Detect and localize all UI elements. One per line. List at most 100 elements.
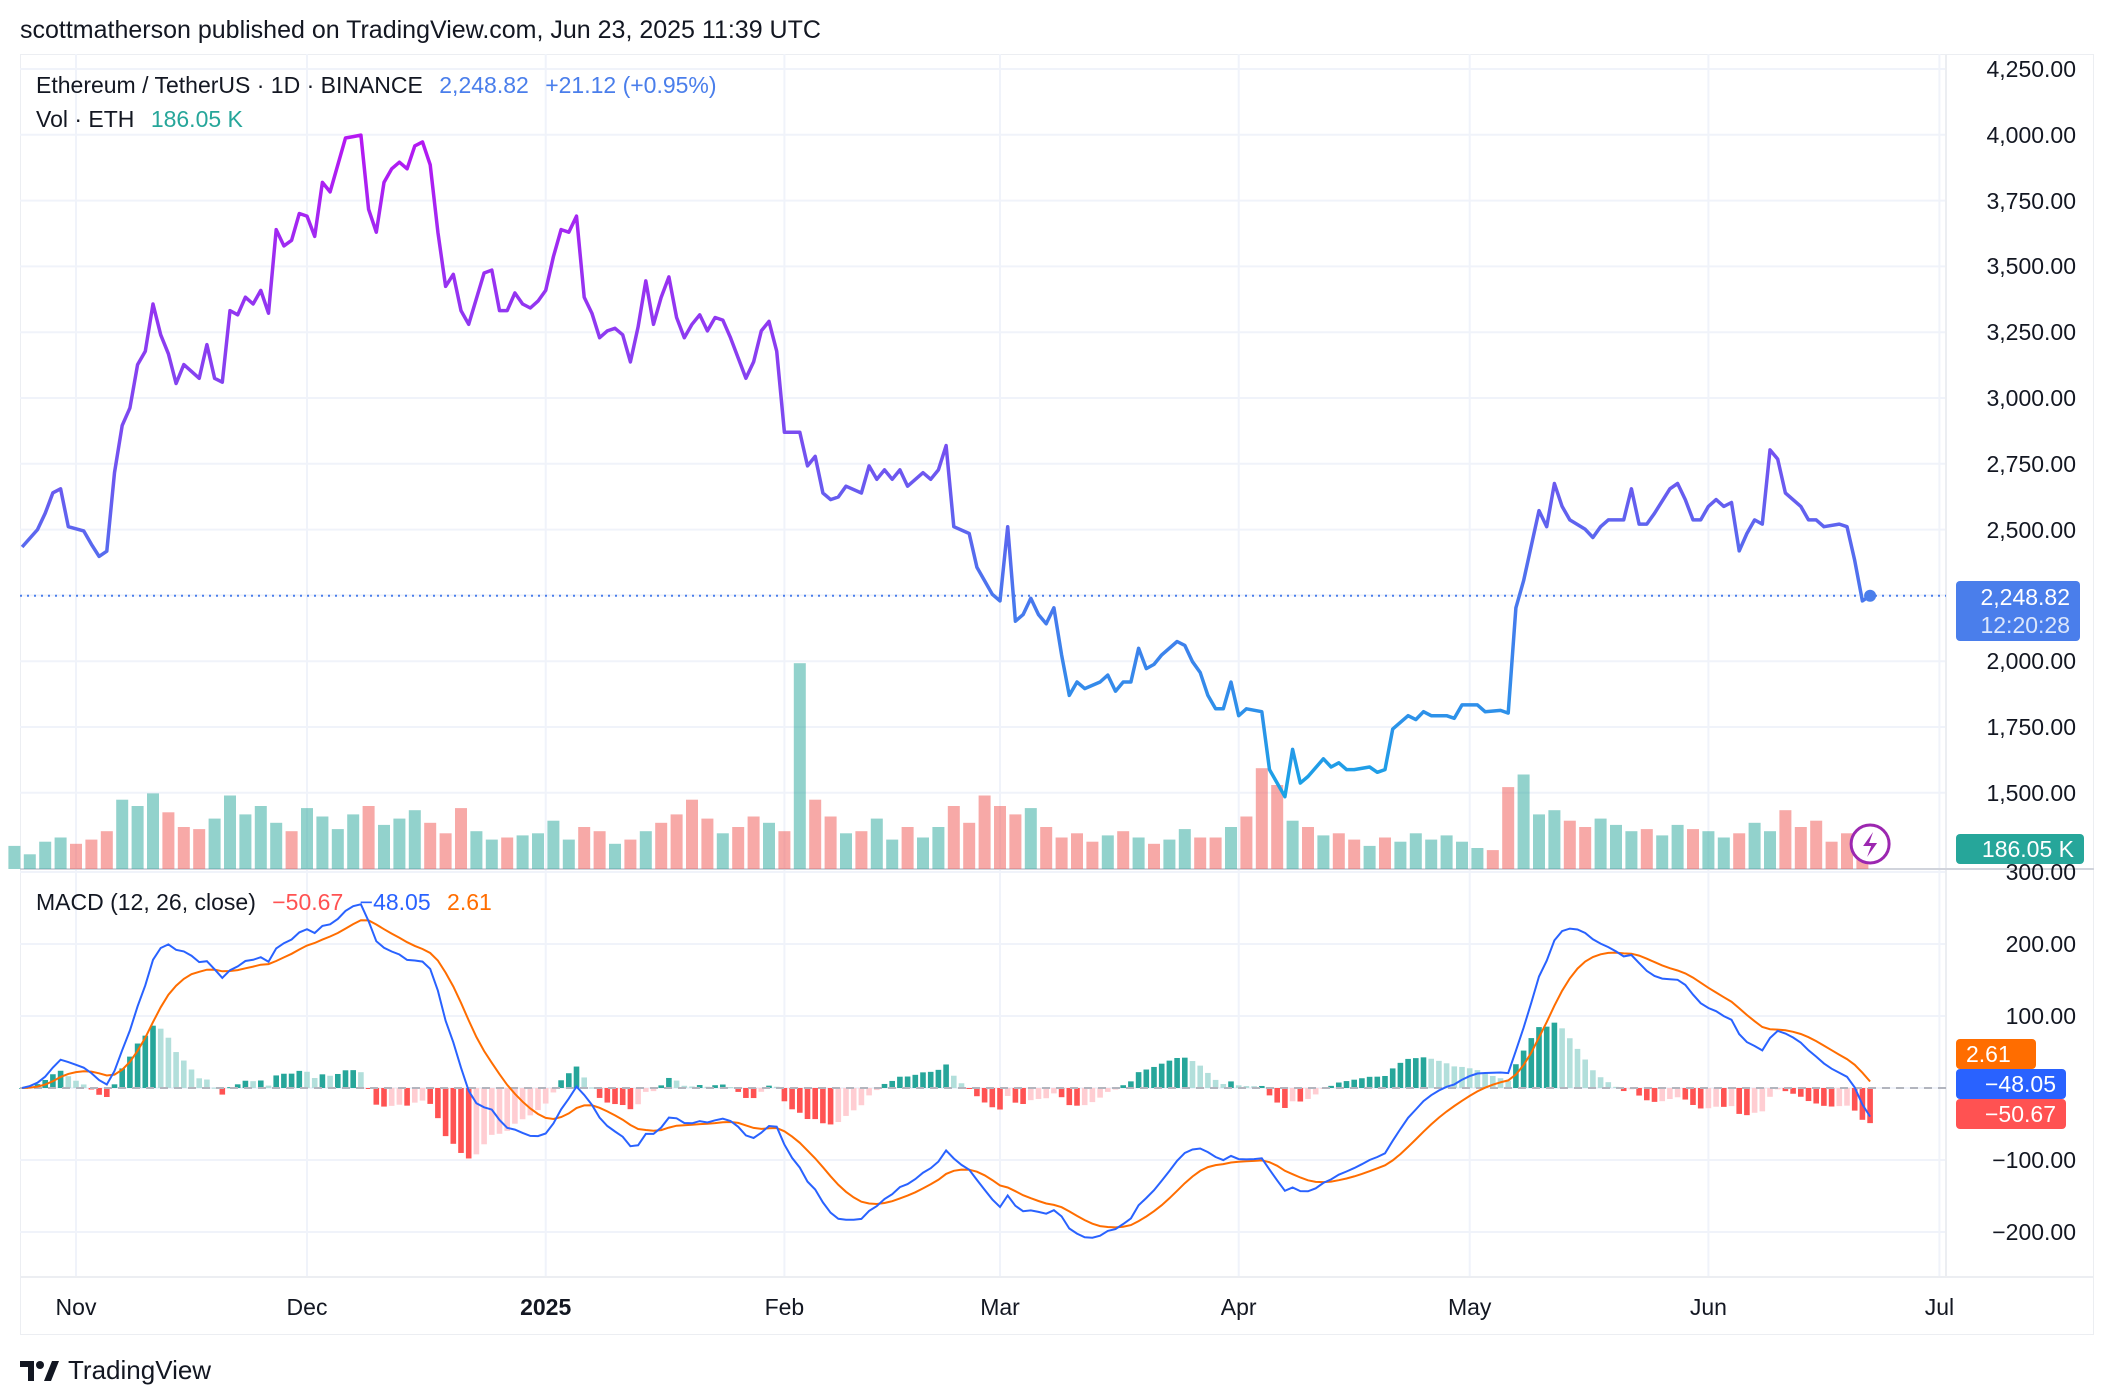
macd-histogram-bar	[1782, 1088, 1789, 1092]
macd-histogram-bar	[319, 1074, 326, 1088]
price-tick-label: 3,250.00	[1986, 319, 2076, 346]
macd-histogram-bar	[881, 1083, 888, 1088]
time-tick-label: Jun	[1689, 1294, 1727, 1320]
volume-bar	[1779, 810, 1792, 869]
macd-histogram-bar	[958, 1083, 965, 1088]
volume-bar	[516, 835, 529, 869]
volume-bar	[1148, 843, 1160, 869]
macd-histogram-bar	[1028, 1088, 1034, 1101]
macd-histogram-bar	[1451, 1066, 1458, 1088]
volume-bar	[870, 818, 883, 869]
macd-histogram-bar	[1721, 1088, 1727, 1107]
volume-bar	[1071, 833, 1083, 869]
macd-histogram-bar	[57, 1070, 64, 1088]
macd-histogram-bar	[1651, 1088, 1658, 1102]
volume-title[interactable]: Vol · ETH	[36, 106, 135, 132]
macd-histogram-bar	[1713, 1088, 1719, 1107]
volume-bar	[501, 837, 514, 869]
volume-bar	[424, 822, 437, 869]
macd-histogram-bar	[196, 1078, 202, 1088]
price-tick-label: 4,250.00	[1986, 56, 2076, 82]
macd-histogram-bar	[273, 1075, 279, 1088]
macd-histogram-bar	[604, 1088, 611, 1103]
macd-histogram-bar	[181, 1060, 187, 1088]
volume-bar	[393, 818, 406, 869]
macd-histogram-bar	[1436, 1060, 1442, 1088]
volume-bar	[1178, 829, 1191, 869]
macd-histogram-bar	[935, 1069, 942, 1088]
macd-histogram-bar	[589, 1087, 595, 1089]
volume-bar	[901, 827, 914, 869]
time-tick-label: Jul	[1924, 1294, 1955, 1320]
last-price-label: 2,248.82 12:20:28	[1956, 581, 2080, 641]
volume-bar	[162, 812, 175, 869]
macd-histogram-bar	[204, 1079, 210, 1088]
volume-bar	[932, 827, 945, 869]
macd-histogram-bar	[1205, 1072, 1211, 1088]
macd-histogram-bar	[1397, 1062, 1404, 1088]
macd-histogram-bar	[874, 1088, 880, 1091]
macd-histogram-bar	[1505, 1080, 1511, 1088]
macd-histogram-bar	[1197, 1065, 1203, 1088]
symbol-legend: Ethereum / TetherUS · 1D · BINANCE 2,248…	[36, 72, 727, 99]
macd-histogram-bar	[1220, 1084, 1227, 1088]
volume-bar	[1425, 839, 1438, 869]
macd-histogram-bar	[1374, 1076, 1381, 1088]
macd-histogram-bar	[1605, 1082, 1612, 1088]
volume-bar	[331, 829, 344, 869]
macd-histogram-bar	[1282, 1088, 1288, 1108]
volume-bar	[532, 833, 544, 869]
volume-bar	[285, 831, 298, 869]
volume-bar	[1794, 827, 1807, 869]
macd-histogram-bar	[1305, 1088, 1311, 1099]
macd-legend: MACD (12, 26, close) −50.67 −48.05 2.61	[36, 889, 502, 916]
macd-histogram-bar	[1420, 1057, 1427, 1088]
macd-histogram-bar	[1128, 1081, 1134, 1088]
macd-histogram-bar	[681, 1085, 688, 1088]
volume-bar	[670, 814, 683, 869]
macd-histogram-bar	[619, 1088, 626, 1106]
macd-histogram-bar	[242, 1080, 249, 1088]
volume-bar	[316, 816, 329, 869]
volume-bar	[270, 822, 283, 869]
tradingview-logo[interactable]: TradingView	[20, 1355, 211, 1386]
macd-histogram-bar	[1382, 1075, 1388, 1088]
macd-histogram-bar	[519, 1088, 526, 1120]
macd-histogram-bar	[627, 1088, 634, 1110]
macd-tick-label: −100.00	[1992, 1147, 2076, 1173]
volume-bar	[624, 839, 637, 869]
macd-histogram-bar	[920, 1072, 926, 1088]
volume-bar	[840, 833, 852, 869]
volume-bar	[1717, 837, 1730, 869]
macd-histogram-bar	[981, 1088, 988, 1103]
bar-countdown: 12:20:28	[1980, 612, 2070, 638]
volume-bar	[1271, 785, 1284, 869]
macd-histogram-bar	[1089, 1088, 1096, 1103]
macd-histogram-bar	[550, 1088, 557, 1093]
macd-histogram-bar	[1821, 1088, 1827, 1106]
symbol-title[interactable]: Ethereum / TetherUS · 1D · BINANCE	[36, 72, 423, 98]
macd-histogram-bar	[173, 1052, 179, 1088]
macd-histogram-bar	[1644, 1088, 1650, 1101]
volume-bar	[1225, 827, 1237, 869]
volume-bar	[886, 839, 899, 869]
macd-histogram-bar	[1289, 1088, 1296, 1102]
macd-histogram-bar	[96, 1088, 102, 1095]
macd-title[interactable]: MACD (12, 26, close)	[36, 889, 256, 915]
volume-bar	[1671, 824, 1684, 869]
macd-histogram-bar	[1597, 1077, 1604, 1088]
macd-histogram-bar	[966, 1088, 972, 1089]
macd-axis-label: −48.05	[1956, 1069, 2066, 1099]
macd-histogram-bar	[1567, 1038, 1573, 1088]
macd-histogram-bar	[1513, 1064, 1519, 1088]
time-tick-label: Nov	[55, 1294, 97, 1320]
macd-histogram-bar	[1759, 1088, 1766, 1112]
macd-histogram-bar	[1674, 1088, 1681, 1098]
volume-bar	[947, 806, 960, 869]
volume-bar	[1563, 820, 1576, 869]
volume-bar	[778, 831, 791, 869]
volume-bar	[1163, 839, 1176, 869]
volume-bar	[1687, 829, 1699, 869]
macd-histogram-bar	[165, 1037, 172, 1088]
